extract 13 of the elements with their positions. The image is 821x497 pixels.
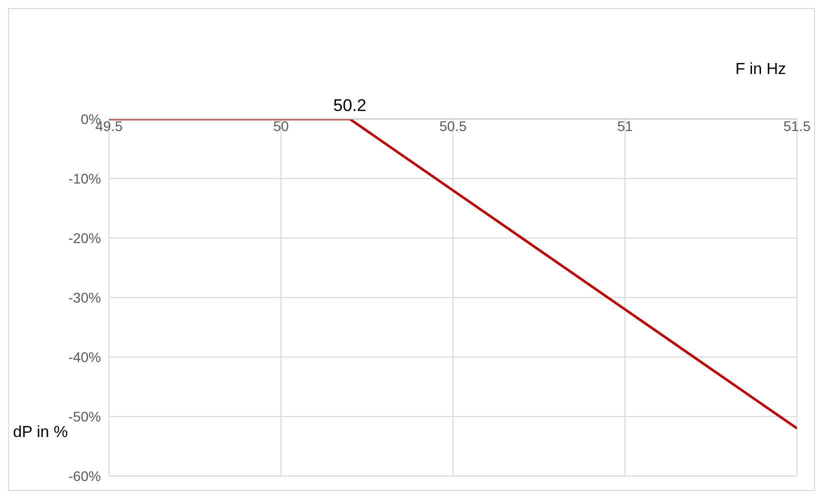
x-tick-label: 50.5 xyxy=(439,118,467,134)
y-tick-label: -40% xyxy=(68,348,101,365)
x-tick-label: 51.5 xyxy=(783,118,811,134)
x-axis-title: F in Hz xyxy=(735,61,786,79)
y-tick-label: -20% xyxy=(68,230,101,246)
y-tick-label: -50% xyxy=(68,408,101,424)
y-tick-label: -30% xyxy=(68,289,101,306)
x-tick-label: 51 xyxy=(617,118,633,134)
y-tick-label: -60% xyxy=(68,468,101,484)
annotation: 50.2 xyxy=(333,96,366,115)
y-tick-label: -10% xyxy=(68,170,101,186)
x-tick-label: 50 xyxy=(273,118,289,134)
y-axis-title: dP in % xyxy=(13,424,68,442)
